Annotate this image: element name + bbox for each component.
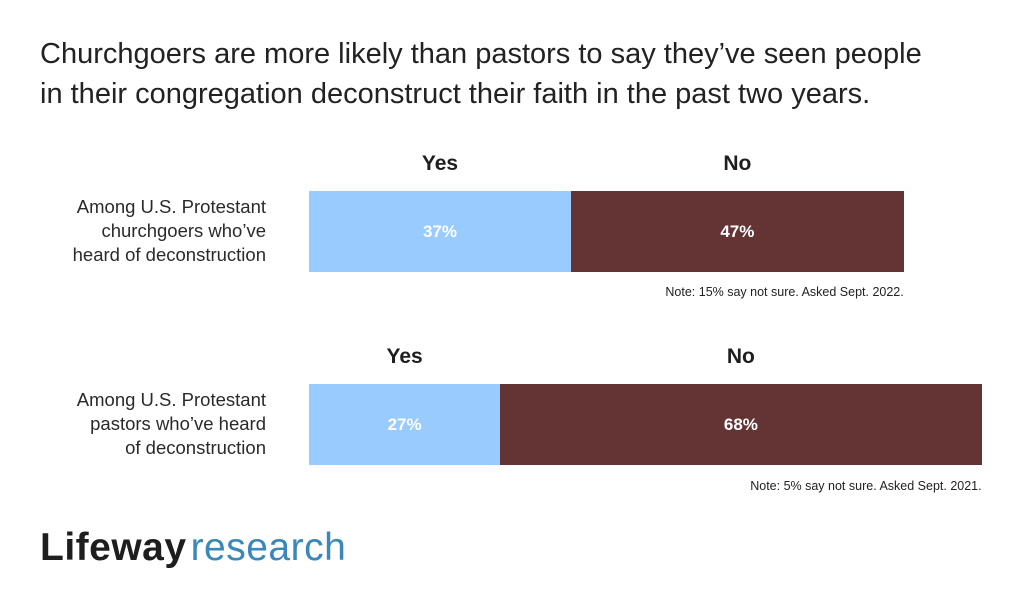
bar-value-label: 68% [723, 414, 758, 434]
logo-product: research [190, 526, 347, 569]
chart-title: Churchgoers are more likely than pastors… [40, 34, 1000, 114]
category-label-line: Among U.S. Protestant [76, 389, 266, 410]
note-row-2: Note: 5% say not sure. Asked Sept. 2021. [750, 479, 982, 493]
category-label-line: churchgoers who’ve [101, 220, 266, 241]
bar-no-row-1: 47% [570, 191, 904, 272]
bar-no-row-2: 68% [500, 384, 982, 465]
category-label-line: heard of deconstruction [72, 244, 266, 265]
no-header-row-2: No [726, 345, 755, 368]
category-label-line: of deconstruction [125, 437, 266, 458]
bar-yes-row-1: 37% [309, 191, 571, 272]
category-label-line: Among U.S. Protestant [76, 196, 266, 217]
logo-brand: Lifeway [40, 526, 187, 569]
title-line-1: Churchgoers are more likely than pastors… [40, 38, 922, 70]
bar-yes-row-2: 27% [309, 384, 501, 465]
yes-header-row-2: Yes [386, 345, 423, 368]
title-line-2: in their congregation deconstruct their … [40, 78, 871, 110]
yes-header-row-1: Yes [421, 152, 459, 175]
no-header-row-1: No [723, 152, 752, 175]
lifeway-research-logo: Lifeway research [40, 524, 346, 572]
category-label-row-1: Among U.S. Protestant churchgoers who’ve… [26, 195, 266, 267]
bar-value-label: 47% [720, 221, 755, 241]
note-row-1: Note: 15% say not sure. Asked Sept. 2022… [665, 285, 904, 299]
bar-value-label: 27% [387, 414, 422, 434]
bar-value-label: 37% [422, 221, 457, 241]
category-label-row-2: Among U.S. Protestant pastors who’ve hea… [26, 388, 266, 460]
category-label-line: pastors who’ve heard [90, 413, 266, 434]
